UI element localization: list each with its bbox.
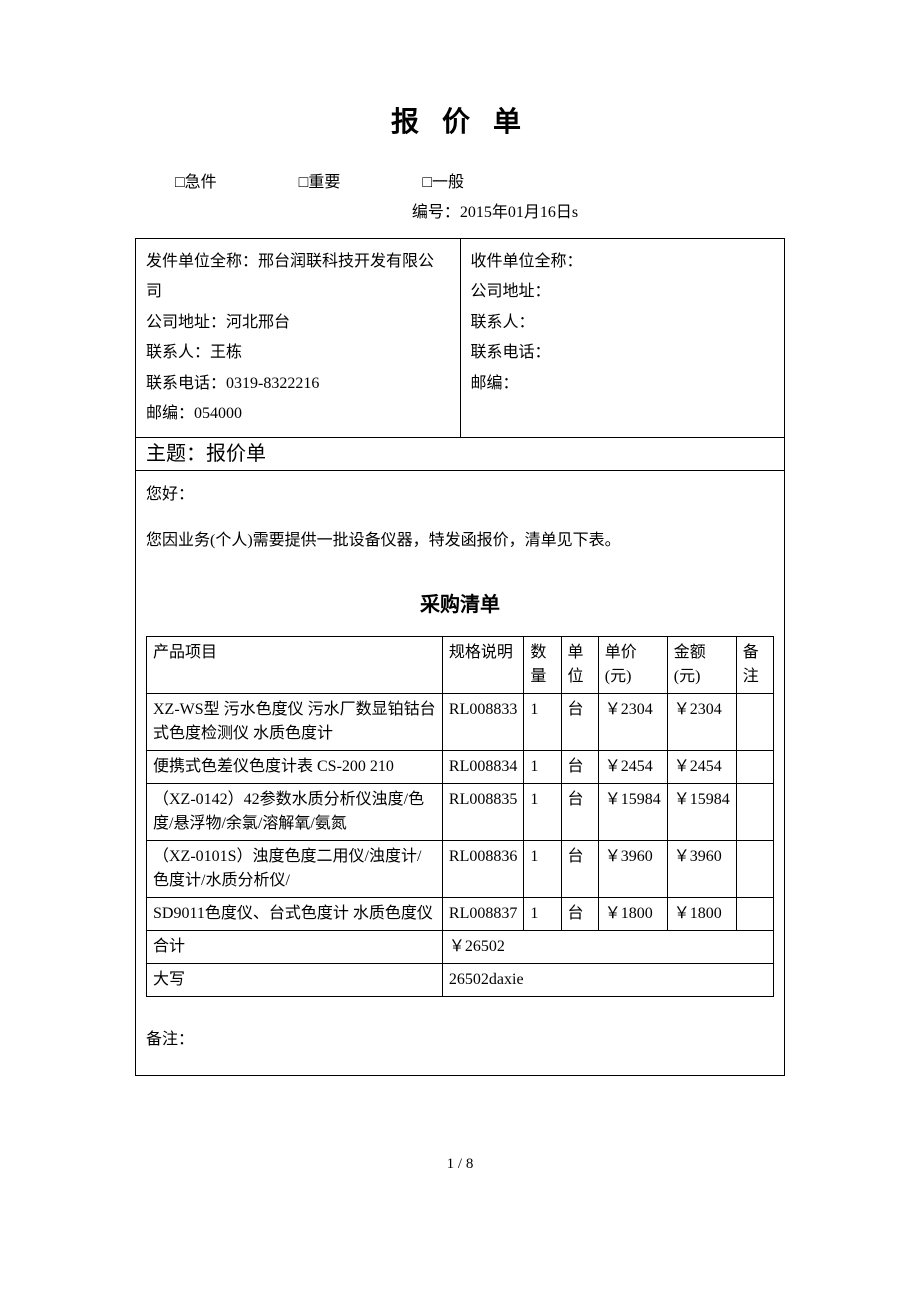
sender-addr: 河北邢台 — [226, 314, 290, 331]
docnum-label: 编号： — [412, 204, 460, 221]
table-row: （XZ-0142）42参数水质分析仪浊度/色度/悬浮物/余氯/溶解氧/氨氮RL0… — [147, 783, 774, 840]
cell-note — [736, 897, 773, 930]
recipient-contact-label: 联系人： — [471, 314, 535, 331]
sender-phone: 0319-8322216 — [226, 375, 319, 392]
priority-normal: □一般 — [422, 174, 464, 191]
recipient-cell: 收件单位全称： 公司地址： 联系人： 联系电话： 邮编： — [460, 239, 785, 438]
col-spec: 规格说明 — [442, 636, 523, 693]
intro-cell: 您好： 您因业务(个人)需要提供一批设备仪器，特发函报价，清单见下表。 — [136, 471, 784, 571]
cell-amount: ￥3960 — [667, 840, 736, 897]
col-qty: 数量 — [524, 636, 561, 693]
priority-row: □急件 □重要 □一般 — [135, 168, 785, 192]
cell-price: ￥3960 — [598, 840, 667, 897]
cell-note — [736, 840, 773, 897]
subject-cell: 主题：报价单 — [136, 438, 785, 471]
sender-org-label: 发件单位全称： — [146, 253, 258, 270]
cell-qty: 1 — [524, 783, 561, 840]
sender-contact: 王栋 — [210, 344, 242, 361]
cell-price: ￥15984 — [598, 783, 667, 840]
cell-name: 便携式色差仪色度计表 CS-200 210 — [147, 750, 443, 783]
sender-contact-label: 联系人： — [146, 344, 210, 361]
docnum-value: 2015年01月16日s — [460, 204, 578, 221]
cell-qty: 1 — [524, 693, 561, 750]
cell-qty: 1 — [524, 897, 561, 930]
cell-amount: ￥2304 — [667, 693, 736, 750]
cell-amount: ￥15984 — [667, 783, 736, 840]
total-label: 合计 — [147, 930, 443, 963]
cell-spec: RL008837 — [442, 897, 523, 930]
cell-unit: 台 — [561, 897, 598, 930]
subject-value: 报价单 — [206, 443, 266, 465]
cell-unit: 台 — [561, 783, 598, 840]
sender-zip-label: 邮编： — [146, 405, 194, 422]
page-title: 报 价 单 — [135, 100, 785, 140]
cell-unit: 台 — [561, 693, 598, 750]
caps-label: 大写 — [147, 963, 443, 996]
total-value: ￥26502 — [442, 930, 773, 963]
cell-price: ￥1800 — [598, 897, 667, 930]
cell-spec: RL008835 — [442, 783, 523, 840]
cell-qty: 1 — [524, 750, 561, 783]
cell-spec: RL008836 — [442, 840, 523, 897]
intro-text: 您因业务(个人)需要提供一批设备仪器，特发函报价，清单见下表。 — [146, 523, 774, 558]
cell-unit: 台 — [561, 750, 598, 783]
col-name: 产品项目 — [147, 636, 443, 693]
cell-unit: 台 — [561, 840, 598, 897]
items-table: 产品项目 规格说明 数量 单位 单价(元) 金额(元) 备注 XZ-WS型 污水… — [146, 636, 774, 997]
cell-amount: ￥2454 — [667, 750, 736, 783]
quotation-table: 发件单位全称：邢台润联科技开发有限公司 公司地址：河北邢台 联系人：王栋 联系电… — [135, 238, 785, 1076]
sender-phone-label: 联系电话： — [146, 375, 226, 392]
items-header-row: 产品项目 规格说明 数量 单位 单价(元) 金额(元) 备注 — [147, 636, 774, 693]
cell-name: （XZ-0142）42参数水质分析仪浊度/色度/悬浮物/余氯/溶解氧/氨氮 — [147, 783, 443, 840]
col-price: 单价(元) — [598, 636, 667, 693]
col-unit: 单位 — [561, 636, 598, 693]
greeting: 您好： — [146, 477, 774, 512]
sender-addr-label: 公司地址： — [146, 314, 226, 331]
col-amount: 金额(元) — [667, 636, 736, 693]
cell-price: ￥2454 — [598, 750, 667, 783]
doc-number: 编号：2015年01月16日s — [135, 198, 785, 222]
cell-spec: RL008833 — [442, 693, 523, 750]
cell-spec: RL008834 — [442, 750, 523, 783]
table-row: 便携式色差仪色度计表 CS-200 210RL0088341台￥2454￥245… — [147, 750, 774, 783]
table-row: XZ-WS型 污水色度仪 污水厂数显铂钴台式色度检测仪 水质色度计RL00883… — [147, 693, 774, 750]
col-note: 备注 — [736, 636, 773, 693]
cell-amount: ￥1800 — [667, 897, 736, 930]
total-row: 合计 ￥26502 — [147, 930, 774, 963]
cell-name: （XZ-0101S）浊度色度二用仪/浊度计/色度计/水质分析仪/ — [147, 840, 443, 897]
table-row: （XZ-0101S）浊度色度二用仪/浊度计/色度计/水质分析仪/RL008836… — [147, 840, 774, 897]
sender-zip: 054000 — [194, 405, 242, 422]
caps-value: 26502daxie — [442, 963, 773, 996]
priority-important: □重要 — [299, 174, 341, 191]
cell-name: XZ-WS型 污水色度仪 污水厂数显铂钴台式色度检测仪 水质色度计 — [147, 693, 443, 750]
list-title: 采购清单 — [136, 586, 784, 624]
recipient-phone-label: 联系电话： — [471, 344, 551, 361]
recipient-addr-label: 公司地址： — [471, 283, 551, 300]
cell-price: ￥2304 — [598, 693, 667, 750]
subject-label: 主题： — [146, 443, 206, 465]
sender-cell: 发件单位全称：邢台润联科技开发有限公司 公司地址：河北邢台 联系人：王栋 联系电… — [136, 239, 461, 438]
recipient-zip-label: 邮编： — [471, 375, 519, 392]
page-number: 1 / 8 — [135, 1156, 785, 1173]
cell-qty: 1 — [524, 840, 561, 897]
cell-note — [736, 750, 773, 783]
cell-name: SD9011色度仪、台式色度计 水质色度仪 — [147, 897, 443, 930]
recipient-org-label: 收件单位全称： — [471, 253, 583, 270]
remarks: 备注： — [136, 1011, 784, 1075]
caps-row: 大写 26502daxie — [147, 963, 774, 996]
cell-note — [736, 783, 773, 840]
priority-urgent: □急件 — [175, 174, 217, 191]
cell-note — [736, 693, 773, 750]
table-row: SD9011色度仪、台式色度计 水质色度仪RL0088371台￥1800￥180… — [147, 897, 774, 930]
